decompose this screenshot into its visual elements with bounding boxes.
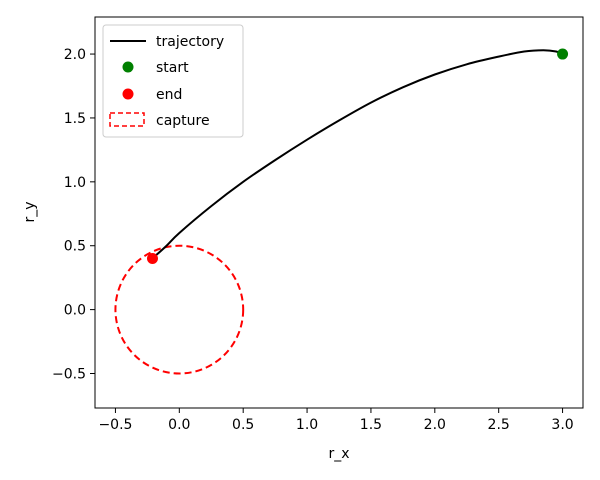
y-tick-label: 1.0 xyxy=(64,175,86,191)
x-tick-label: 1.0 xyxy=(296,417,318,433)
y-tick-label: 0.0 xyxy=(64,303,86,319)
legend-marker-capture xyxy=(109,112,145,127)
capture-circle xyxy=(114,244,245,375)
x-tick-label: 2.0 xyxy=(424,417,446,433)
y-tick-label: −0.5 xyxy=(52,367,86,383)
x-axis-label: r_x xyxy=(328,446,349,462)
y-axis: −0.5 0.0 0.5 1.0 1.5 2.0 xyxy=(52,47,95,383)
x-tick-label: 0.5 xyxy=(232,417,254,433)
legend-label-end: end xyxy=(156,87,182,103)
y-axis-label: r_y xyxy=(22,201,38,222)
legend-label-capture: capture xyxy=(156,113,210,129)
start-point xyxy=(557,48,569,60)
trajectory-line xyxy=(153,49,563,258)
plot-frame xyxy=(94,16,584,409)
legend-box xyxy=(102,24,244,138)
legend: trajectory start end capture xyxy=(102,24,244,138)
x-tick-label: −0.5 xyxy=(98,417,132,433)
legend-label-trajectory: trajectory xyxy=(156,34,224,50)
y-tick-label: 1.5 xyxy=(64,111,86,127)
legend-label-start: start xyxy=(156,60,189,76)
x-tick-label: 0.0 xyxy=(168,417,190,433)
end-point xyxy=(146,253,158,264)
legend-marker-start xyxy=(122,61,134,73)
y-tick-label: 2.0 xyxy=(64,47,86,63)
x-tick-label: 1.5 xyxy=(360,417,382,433)
x-tick-label: 2.5 xyxy=(488,417,510,433)
y-tick-label: 0.5 xyxy=(64,239,86,255)
x-tick-label: 3.0 xyxy=(551,417,573,433)
x-axis: −0.5 0.0 0.5 1.0 1.5 2.0 2.5 3.0 xyxy=(98,408,574,433)
plot-area xyxy=(114,48,569,375)
legend-marker-end xyxy=(122,88,134,100)
